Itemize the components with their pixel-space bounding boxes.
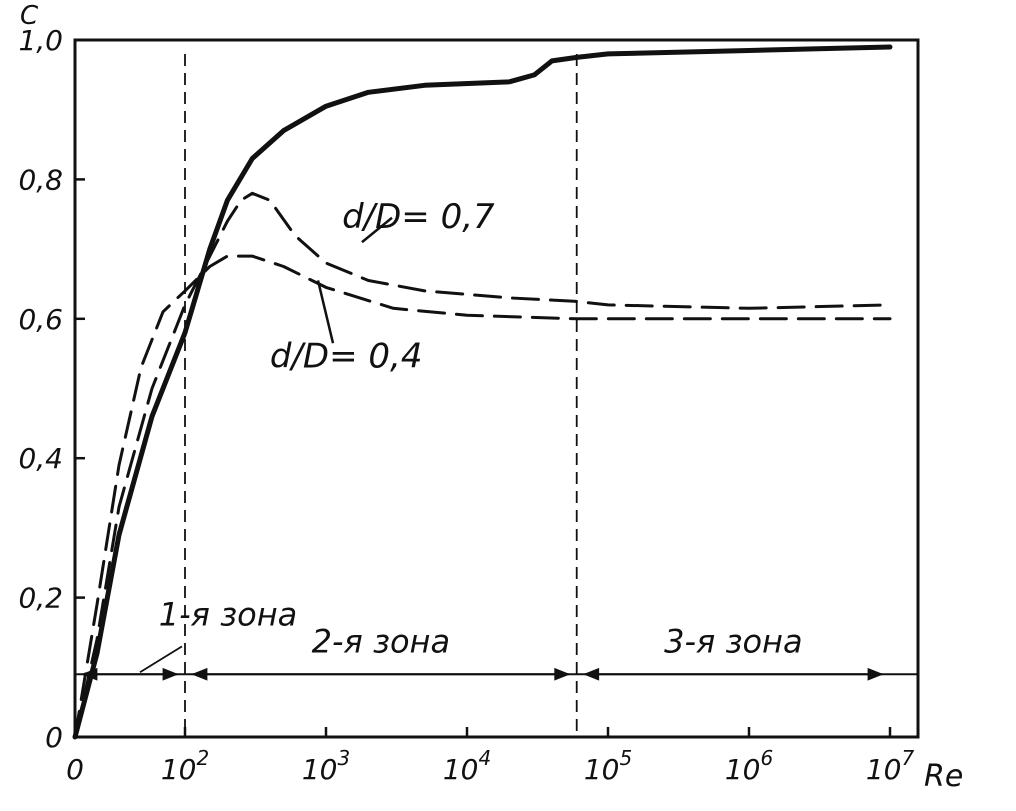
annotation-leader (361, 216, 393, 244)
plot-border (73, 38, 920, 739)
zone-label: 1-я зона (159, 595, 297, 633)
annotation-label: d/D= 0,7 (342, 197, 495, 237)
x-tick-label: 103 (302, 746, 350, 786)
annotation-label: d/D= 0,4 (270, 337, 423, 377)
zone-label: 3-я зона (664, 622, 802, 660)
series-line-1 (72, 44, 893, 740)
zone-markers: 1-я зона 2-я зона 3-я зона (75, 595, 918, 681)
y-tick-label: 0,8 (18, 163, 63, 196)
annotations: d/D= 0,7 d/D= 0,4 (270, 197, 495, 376)
y-axis-ticks: 0 0,2 0,4 0,6 0,8 1,0 (18, 24, 85, 754)
annotation-leader (316, 280, 335, 344)
x-tick-label: 105 (584, 746, 632, 786)
x-tick-label: 102 (161, 746, 209, 786)
x-tick-label: 106 (725, 746, 773, 786)
y-tick-label: 0,6 (18, 303, 63, 336)
x-tick-label: 107 (866, 746, 915, 786)
x-axis-label: Re (924, 759, 963, 794)
series-line-2 (73, 191, 892, 739)
plot-frame (73, 38, 920, 739)
zone-label: 2-я зона (312, 622, 450, 660)
y-tick-label: 0,2 (18, 582, 63, 615)
y-tick-label: 1,0 (18, 24, 63, 57)
zone-label-leader (139, 645, 183, 674)
series-group (72, 44, 893, 740)
y-tick-label: 0,4 (18, 442, 63, 475)
y-axis-label: C (20, 1, 39, 31)
series-line-3 (73, 254, 892, 739)
x-tick-label: 104 (443, 746, 491, 786)
x-tick-label: 0 (66, 753, 84, 786)
x-axis-ticks: 0 102 103 104 105 106 107 (66, 727, 914, 786)
y-tick-label: 0 (45, 721, 63, 754)
